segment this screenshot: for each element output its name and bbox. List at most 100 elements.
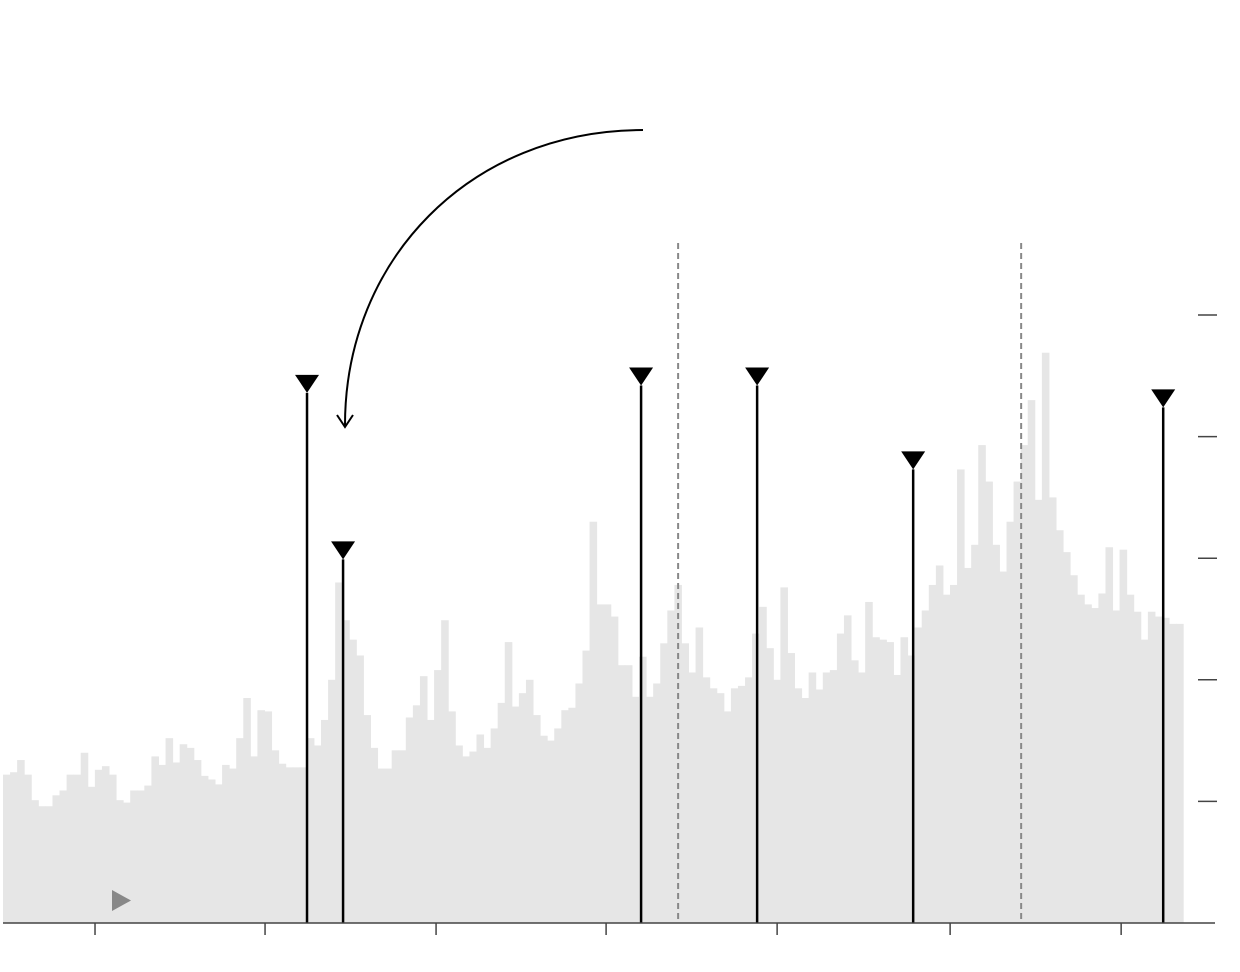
bar — [766, 648, 774, 923]
bar — [1063, 552, 1071, 923]
event-marker — [901, 451, 926, 470]
bar — [257, 710, 265, 923]
bar — [215, 784, 223, 923]
bar — [1176, 623, 1184, 923]
bar — [801, 698, 810, 923]
bar — [971, 544, 979, 923]
bar — [1133, 611, 1142, 923]
bar — [914, 627, 923, 923]
bar — [900, 637, 909, 923]
bar — [631, 696, 640, 923]
bar — [377, 768, 386, 923]
bar — [335, 582, 343, 923]
bar — [610, 616, 619, 923]
bar — [1154, 616, 1163, 923]
bar — [116, 800, 124, 923]
play-marker — [112, 890, 131, 911]
bar — [568, 707, 576, 923]
bar — [137, 790, 145, 923]
bar — [236, 738, 244, 923]
bar — [38, 806, 46, 923]
bar — [681, 643, 690, 923]
bar — [653, 683, 661, 923]
bar — [617, 665, 626, 923]
bar — [886, 642, 894, 923]
bar — [1161, 617, 1170, 923]
bar — [243, 698, 251, 923]
bar — [1020, 445, 1029, 923]
bar — [455, 745, 463, 923]
event-marker — [295, 374, 320, 393]
bar — [1041, 352, 1050, 923]
bar — [511, 706, 520, 923]
bar — [398, 750, 407, 923]
bar — [957, 469, 965, 923]
bar — [151, 756, 159, 923]
bar — [596, 604, 605, 923]
bar — [101, 766, 110, 923]
bar — [469, 751, 477, 923]
bar — [3, 774, 11, 923]
bar — [646, 696, 654, 923]
bar — [1048, 497, 1057, 923]
bar — [448, 711, 456, 923]
bar — [356, 655, 364, 923]
bar — [836, 633, 845, 923]
bar — [780, 587, 788, 923]
bar — [278, 763, 287, 923]
bar — [144, 785, 152, 923]
bar — [490, 728, 499, 923]
bar — [476, 734, 485, 923]
bar — [942, 594, 951, 923]
bar — [737, 685, 746, 923]
bar — [434, 670, 442, 923]
bar — [328, 679, 336, 923]
bar — [879, 639, 887, 923]
bar — [561, 710, 569, 923]
bar — [1084, 604, 1092, 923]
bar — [624, 665, 633, 923]
bar — [709, 688, 718, 923]
bar — [313, 745, 322, 923]
bar — [109, 774, 117, 923]
bar — [504, 642, 513, 923]
bar — [843, 615, 852, 923]
bar — [222, 764, 230, 923]
event-marker — [745, 367, 770, 386]
bar — [808, 672, 817, 923]
bar — [172, 762, 181, 923]
bar — [1147, 611, 1156, 923]
bar — [540, 735, 548, 923]
bar — [31, 800, 39, 923]
bar — [518, 693, 527, 923]
bar — [1034, 499, 1043, 923]
bar — [723, 711, 732, 923]
bar — [660, 643, 668, 923]
bar — [45, 806, 53, 923]
bar — [497, 702, 506, 923]
bar — [978, 445, 986, 923]
bar — [391, 750, 400, 923]
bar — [10, 772, 18, 923]
bar — [1169, 623, 1177, 923]
bar — [94, 769, 103, 923]
bar — [865, 601, 873, 923]
bar — [73, 774, 82, 923]
bar — [462, 756, 470, 923]
bar — [1126, 594, 1135, 923]
bar — [264, 711, 273, 923]
bar — [702, 677, 711, 923]
bar — [427, 719, 435, 923]
bar — [999, 571, 1008, 923]
bar — [1091, 608, 1099, 923]
bar — [405, 717, 414, 923]
bar — [1006, 521, 1015, 923]
bar — [589, 521, 598, 923]
bar — [306, 738, 315, 923]
bar — [575, 683, 583, 923]
bar — [165, 738, 174, 923]
bar — [363, 715, 371, 923]
bar — [1140, 639, 1149, 923]
